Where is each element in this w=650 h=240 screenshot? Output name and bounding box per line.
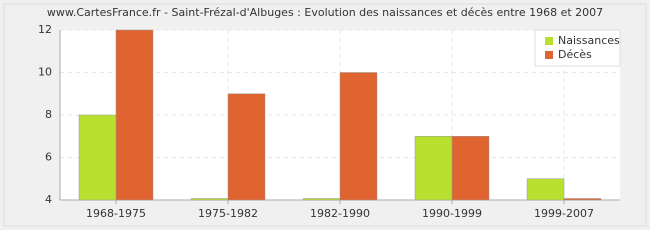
legend-swatch — [545, 37, 553, 45]
bar — [190, 198, 229, 201]
x-tick-label: 1975-1982 — [198, 207, 258, 220]
legend-swatch — [545, 51, 553, 59]
y-tick-label: 4 — [45, 193, 52, 206]
bar — [451, 136, 490, 201]
chart-title: www.CartesFrance.fr - Saint-Frézal-d'Alb… — [47, 6, 603, 19]
legend-box — [534, 29, 621, 67]
bar — [302, 198, 341, 201]
x-tick-label: 1968-1975 — [86, 207, 146, 220]
y-tick-label: 12 — [38, 23, 52, 36]
bar — [526, 178, 565, 201]
bar — [227, 93, 266, 201]
bar — [414, 136, 453, 201]
bar — [563, 198, 602, 201]
chart: www.CartesFrance.fr - Saint-Frézal-d'Alb… — [0, 0, 650, 230]
y-tick-label: 10 — [38, 66, 52, 79]
bar — [339, 72, 378, 201]
bar — [115, 29, 154, 201]
legend-label: Décès — [558, 48, 592, 61]
x-tick-label: 1982-1990 — [310, 207, 370, 220]
y-tick-label: 8 — [45, 108, 52, 121]
x-tick-label: 1999-2007 — [534, 207, 594, 220]
x-tick-label: 1990-1999 — [422, 207, 482, 220]
y-tick-label: 6 — [45, 151, 52, 164]
bar — [78, 114, 117, 201]
legend-label: Naissances — [558, 34, 620, 47]
